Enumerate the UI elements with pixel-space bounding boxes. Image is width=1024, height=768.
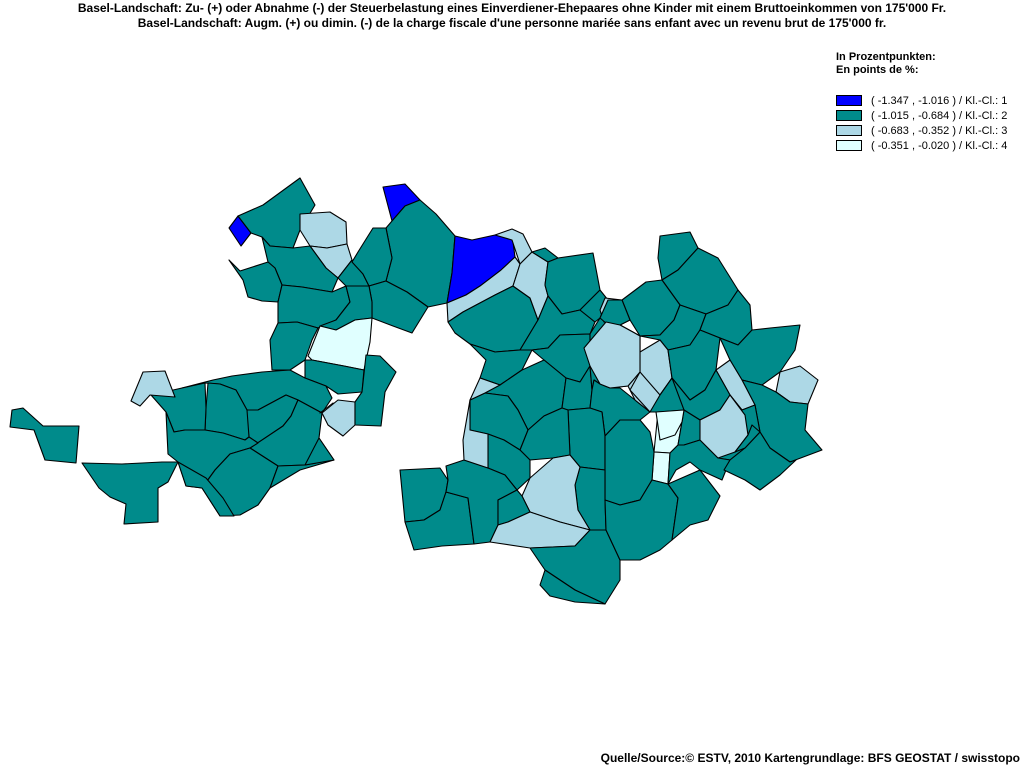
legend-label-class-4: ( -0.351 , -0.020 ) / Kl.-Cl.: 4 (871, 139, 1008, 152)
legend-swatch-class-2 (836, 110, 862, 121)
municipality-m84 (655, 409, 685, 441)
municipality-m33 (81, 461, 179, 525)
legend-label-class-1: ( -1.347 , -1.016 ) / Kl.-Cl.: 1 (871, 94, 1008, 107)
map-title-german: Basel-Landschaft: Zu- (+) oder Abnahme (… (77, 1, 947, 15)
legend-item-class-1: ( -1.347 , -1.016 ) / Kl.-Cl.: 1 (836, 93, 1024, 108)
municipality-m03 (299, 211, 348, 249)
legend-item-class-4: ( -0.351 , -0.020 ) / Kl.-Cl.: 4 (836, 138, 1024, 153)
municipality-m78 (667, 439, 731, 485)
legend-heading-german: In Prozentpunkten: (836, 51, 936, 63)
legend-label-class-2: ( -1.015 , -0.684 ) / Kl.-Cl.: 2 (871, 109, 1008, 122)
legend-items: ( -1.347 , -1.016 ) / Kl.-Cl.: 1 ( -1.01… (836, 93, 1024, 153)
municipality-m25 (319, 402, 334, 414)
map-title-french: Basel-Landschaft: Augm. (+) ou dimin. (-… (137, 16, 887, 30)
municipality-m29 (130, 370, 176, 407)
map-legend: In Prozentpunkten: En points de %: ( -1.… (836, 51, 1024, 153)
legend-label-class-3: ( -0.683 , -0.352 ) / Kl.-Cl.: 3 (871, 124, 1008, 137)
legend-swatch-class-3 (836, 125, 862, 136)
municipality-m63 (667, 469, 721, 541)
municipality-m48 (651, 451, 671, 485)
municipality-m87 (539, 569, 606, 605)
legend-heading-french: En points de %: (836, 64, 919, 76)
municipality-m89 (304, 437, 335, 466)
municipality-m02 (237, 177, 316, 249)
municipality-m32 (177, 461, 235, 517)
municipality-m86 (734, 424, 761, 453)
source-credit: Quelle/Source:© ESTV, 2010 Kartengrundla… (600, 751, 1020, 765)
municipality-m24 (354, 354, 397, 427)
legend-swatch-class-1 (836, 95, 862, 106)
legend-item-class-3: ( -0.683 , -0.352 ) / Kl.-Cl.: 3 (836, 123, 1024, 138)
municipality-m61 (462, 377, 501, 469)
legend-swatch-class-4 (836, 140, 862, 151)
municipality-m30 (9, 407, 80, 464)
legend-item-class-2: ( -1.015 , -0.684 ) / Kl.-Cl.: 2 (836, 108, 1024, 123)
